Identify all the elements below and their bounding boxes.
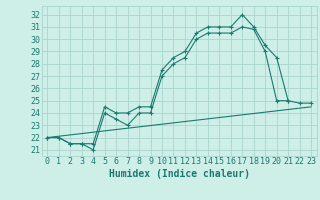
X-axis label: Humidex (Indice chaleur): Humidex (Indice chaleur) (109, 169, 250, 179)
